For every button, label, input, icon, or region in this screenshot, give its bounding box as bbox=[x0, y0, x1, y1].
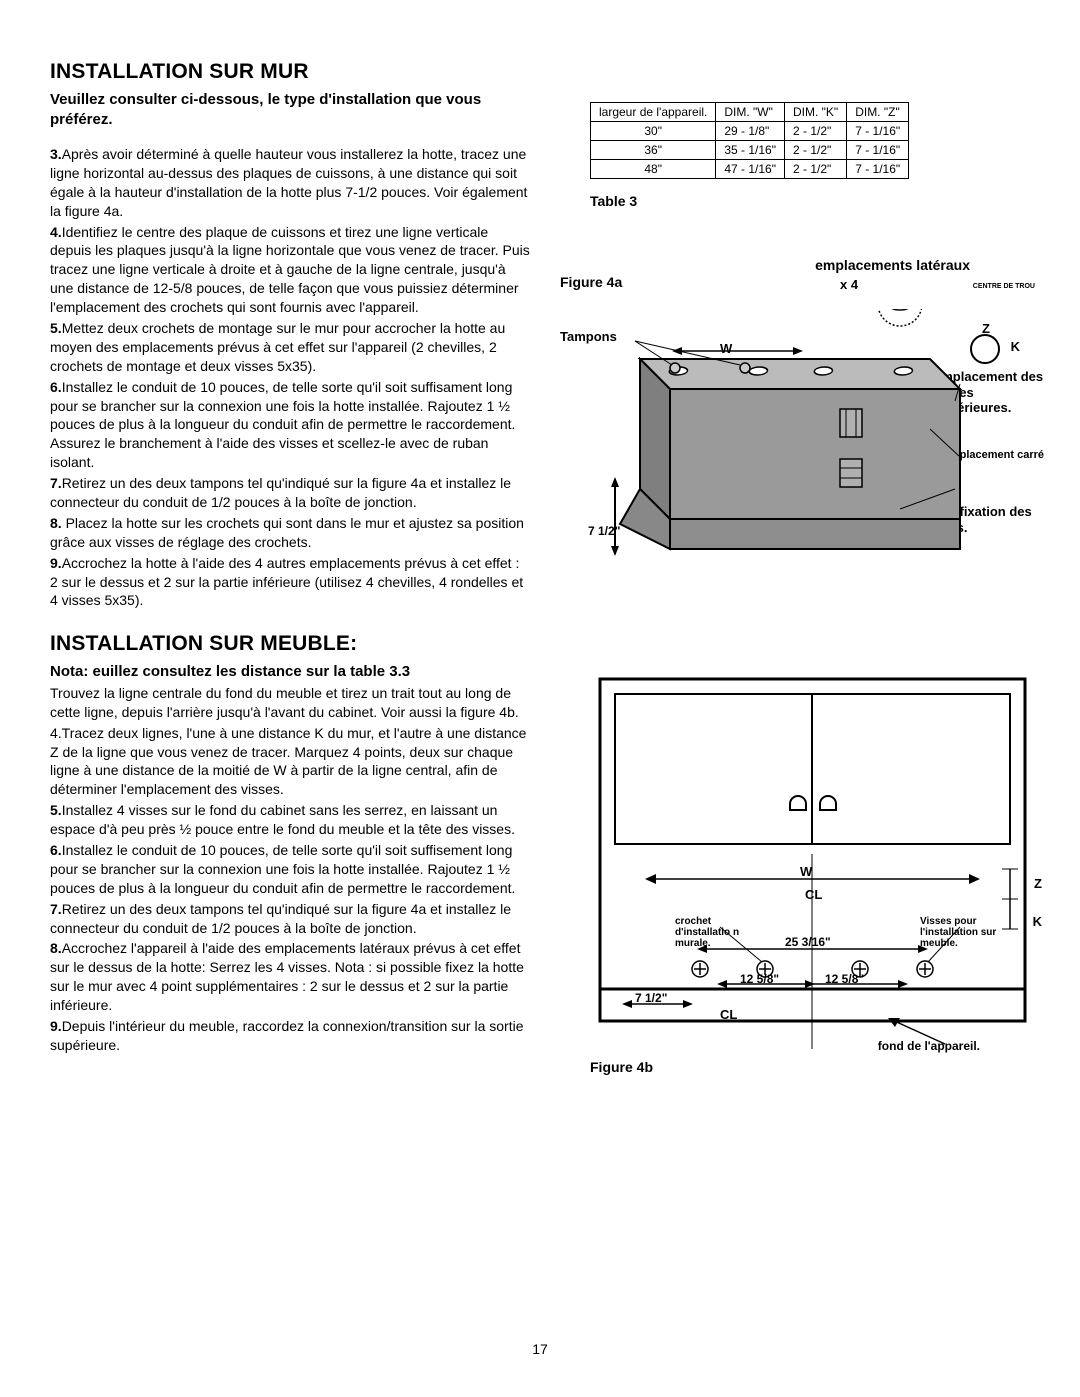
cell: 7 - 1/16" bbox=[847, 122, 909, 141]
bottom-svg bbox=[590, 669, 1050, 1069]
heading-wall: INSTALLATION SUR MUR bbox=[50, 60, 530, 84]
step-6: 6.Installez le conduit de 10 pouces, de … bbox=[50, 378, 530, 472]
step-4: 4.Identifiez le centre des plaque de cui… bbox=[50, 223, 530, 317]
th-2: DIM. "K" bbox=[785, 103, 847, 122]
dimension-table: largeur de l'appareil. DIM. "W" DIM. "K"… bbox=[590, 102, 909, 179]
cell: 7 - 1/16" bbox=[847, 141, 909, 160]
ann-1258a: 12 5/8" bbox=[740, 972, 779, 986]
ann-K-b: K bbox=[1033, 914, 1042, 930]
table-row: 30" 29 - 1/8" 2 - 1/2" 7 - 1/16" bbox=[591, 122, 909, 141]
figure-4a: Figure 4a emplacements latéraux x 4 CENT… bbox=[560, 269, 1040, 629]
right-column: largeur de l'appareil. DIM. "W" DIM. "K"… bbox=[560, 60, 1040, 1099]
cabinet-5: 5.Installez 4 visses sur le fond du cabi… bbox=[50, 801, 530, 839]
table-row: 36" 35 - 1/16" 2 - 1/2" 7 - 1/16" bbox=[591, 141, 909, 160]
cabinet-9-text: Depuis l'intérieur du meuble, raccordez … bbox=[50, 1018, 523, 1053]
step-7: 7.Retirez un des deux tampons tel qu'ind… bbox=[50, 474, 530, 512]
table-header-row: largeur de l'appareil. DIM. "W" DIM. "K"… bbox=[591, 103, 909, 122]
ann-712b: 7 1/2" bbox=[635, 991, 667, 1005]
cabinet-6-text: Installez le conduit de 10 pouces, de te… bbox=[50, 842, 515, 896]
ann-emplacements-lateraux: emplacements latéraux bbox=[815, 257, 970, 274]
cell: 2 - 1/2" bbox=[785, 122, 847, 141]
cabinet-8-text: Accrochez l'appareil à l'aide des emplac… bbox=[50, 940, 524, 1013]
ann-crochet: crochet d'installatio n murale. bbox=[675, 916, 753, 949]
ann-CL-top: CL bbox=[805, 887, 822, 903]
ann-centre: CENTRE DE TROU bbox=[973, 283, 1035, 291]
fig4b-label: Figure 4b bbox=[590, 1059, 653, 1075]
cabinet-6: 6.Installez le conduit de 10 pouces, de … bbox=[50, 841, 530, 898]
left-column: INSTALLATION SUR MUR Veuillez consulter … bbox=[50, 60, 530, 1099]
cell: 30" bbox=[591, 122, 716, 141]
cell: 29 - 1/8" bbox=[716, 122, 785, 141]
step-3-text: Après avoir déterminé à quelle hauteur v… bbox=[50, 146, 527, 219]
th-0: largeur de l'appareil. bbox=[591, 103, 716, 122]
cabinet-7-text: Retirez un des deux tampons tel qu'indiq… bbox=[50, 901, 511, 936]
cabinet-9: 9.Depuis l'intérieur du meuble, raccorde… bbox=[50, 1017, 530, 1055]
step-9-text: Accrochez la hotte à l'aide des 4 autres… bbox=[50, 555, 523, 609]
cell: 36" bbox=[591, 141, 716, 160]
ann-x4: x 4 bbox=[840, 277, 858, 293]
cabinet-7: 7.Retirez un des deux tampons tel qu'ind… bbox=[50, 900, 530, 938]
ann-CL-bot: CL bbox=[720, 1007, 737, 1023]
step-3: 3.Après avoir déterminé à quelle hauteur… bbox=[50, 145, 530, 221]
step-7-text: Retirez un des deux tampons tel qu'indiq… bbox=[50, 475, 511, 510]
step-8: 8. Placez la hotte sur les crochets qui … bbox=[50, 514, 530, 552]
cell: 2 - 1/2" bbox=[785, 160, 847, 179]
step-5: 5.Mettez deux crochets de montage sur le… bbox=[50, 319, 530, 376]
subtitle-cabinet: Nota: euillez consultez les distance sur… bbox=[50, 662, 530, 682]
heading-cabinet: INSTALLATION SUR MEUBLE: bbox=[50, 632, 530, 656]
step-5-text: Mettez deux crochets de montage sur le m… bbox=[50, 320, 505, 374]
ann-25316: 25 3/16" bbox=[785, 935, 831, 949]
step-9: 9.Accrochez la hotte à l'aide des 4 autr… bbox=[50, 554, 530, 611]
cell: 48" bbox=[591, 160, 716, 179]
ann-Z-b: Z bbox=[1034, 876, 1042, 892]
step-8-text: Placez la hotte sur les crochets qui son… bbox=[50, 515, 524, 550]
cell: 35 - 1/16" bbox=[716, 141, 785, 160]
ann-1258b: 12 5/8" bbox=[825, 972, 864, 986]
cell: 7 - 1/16" bbox=[847, 160, 909, 179]
cell: 47 - 1/16" bbox=[716, 160, 785, 179]
table-row: 48" 47 - 1/16" 2 - 1/2" 7 - 1/16" bbox=[591, 160, 909, 179]
cell: 2 - 1/2" bbox=[785, 141, 847, 160]
ann-fond: fond de l'appareil. bbox=[878, 1039, 980, 1053]
th-3: DIM. "Z" bbox=[847, 103, 909, 122]
step-4-text: Identifiez le centre des plaque de cuiss… bbox=[50, 224, 530, 316]
cabinet-8: 8.Accrochez l'appareil à l'aide des empl… bbox=[50, 939, 530, 1015]
th-1: DIM. "W" bbox=[716, 103, 785, 122]
ann-W-b: W bbox=[800, 864, 812, 880]
cabinet-5-text: Installez 4 visses sur le fond du cabine… bbox=[50, 802, 515, 837]
ann-visses: Visses pour l'installation sur meuble. bbox=[920, 916, 1020, 949]
fig4a-label: Figure 4a bbox=[560, 274, 622, 290]
step-6-text: Installez le conduit de 10 pouces, de te… bbox=[50, 379, 515, 471]
cabinet-4: 4.Tracez deux lignes, l'une à une distan… bbox=[50, 724, 530, 800]
page-number: 17 bbox=[532, 1341, 548, 1357]
page-container: INSTALLATION SUR MUR Veuillez consulter … bbox=[0, 0, 1080, 1129]
hood-svg bbox=[580, 309, 1040, 619]
figure-4b: W CL Z K crochet d'installatio n murale.… bbox=[560, 669, 1040, 1099]
cabinet-intro: Trouvez la ligne centrale du fond du meu… bbox=[50, 684, 530, 722]
subtitle-wall: Veuillez consulter ci-dessous, le type d… bbox=[50, 90, 530, 129]
table-caption: Table 3 bbox=[590, 193, 1040, 209]
